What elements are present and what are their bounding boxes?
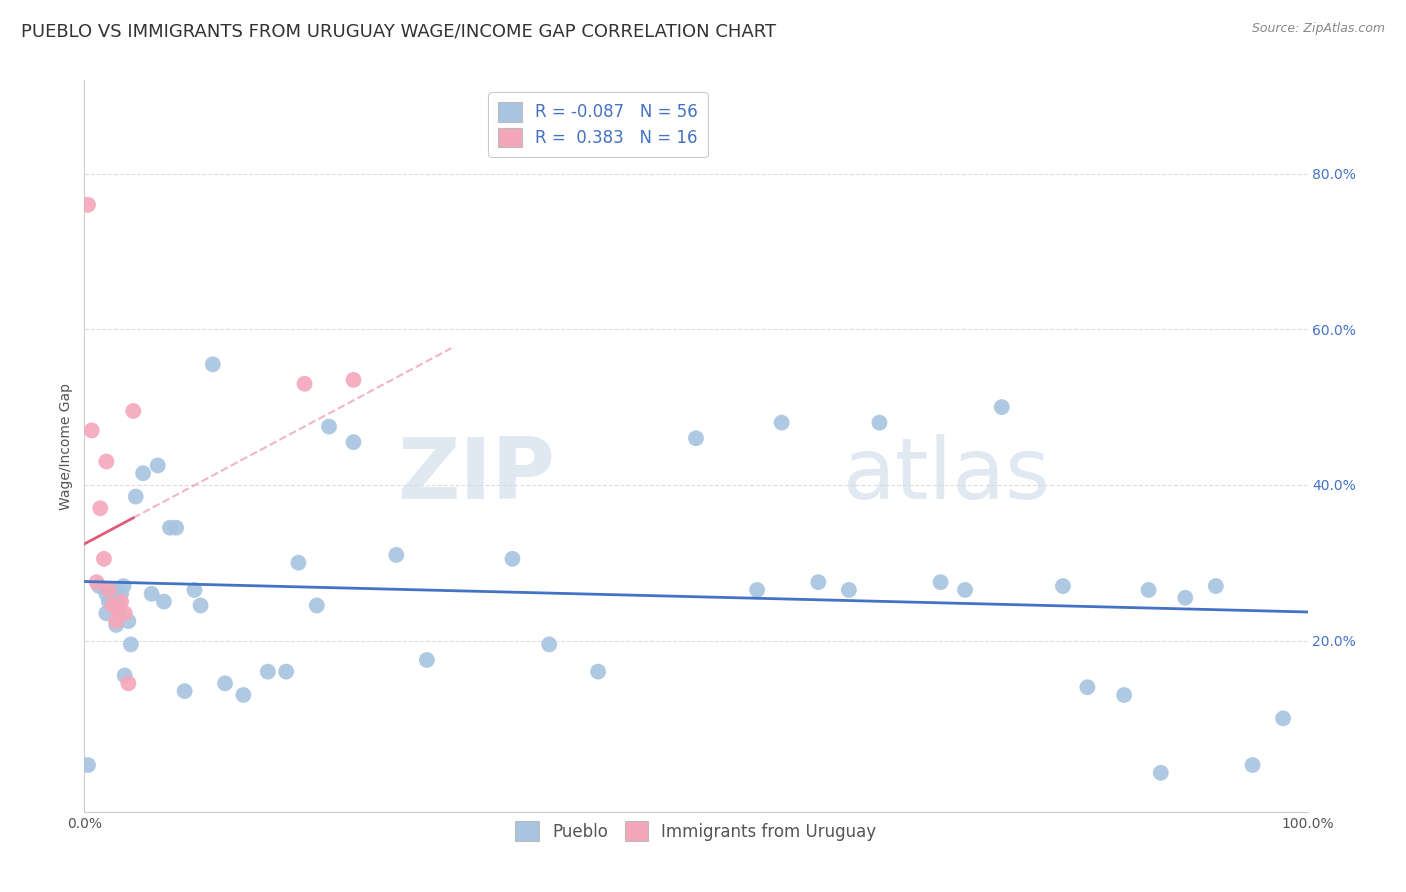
Text: atlas: atlas — [842, 434, 1050, 516]
Point — [257, 665, 280, 679]
Point — [110, 594, 132, 608]
Point — [953, 582, 976, 597]
Point — [105, 618, 128, 632]
Point — [100, 591, 122, 605]
Point — [190, 599, 212, 613]
Point — [120, 637, 142, 651]
Point — [929, 575, 952, 590]
Point — [1150, 765, 1173, 780]
Point — [173, 684, 195, 698]
Point — [276, 665, 298, 679]
Point — [1272, 711, 1295, 725]
Text: Source: ZipAtlas.com: Source: ZipAtlas.com — [1251, 22, 1385, 36]
Point — [538, 637, 561, 651]
Point — [1205, 579, 1227, 593]
Point — [165, 521, 187, 535]
Point — [153, 594, 176, 608]
Point — [110, 587, 132, 601]
Point — [869, 416, 891, 430]
Point — [318, 419, 340, 434]
Point — [807, 575, 830, 590]
Point — [77, 758, 100, 772]
Point — [117, 676, 139, 690]
Point — [385, 548, 408, 562]
Point — [1241, 758, 1264, 772]
Point — [125, 490, 148, 504]
Point — [96, 607, 118, 621]
Point — [183, 582, 205, 597]
Point — [114, 607, 136, 621]
Point — [89, 501, 111, 516]
Point — [117, 614, 139, 628]
Point — [112, 579, 135, 593]
Point — [991, 400, 1014, 414]
Point — [93, 551, 115, 566]
Point — [1052, 579, 1074, 593]
Point — [107, 599, 129, 613]
Point — [101, 599, 124, 613]
Point — [342, 435, 364, 450]
Point — [86, 575, 108, 590]
Point — [685, 431, 707, 445]
Text: ZIP: ZIP — [398, 434, 555, 516]
Legend: Pueblo, Immigrants from Uruguay: Pueblo, Immigrants from Uruguay — [509, 814, 883, 847]
Point — [305, 599, 328, 613]
Point — [77, 198, 100, 212]
Point — [114, 668, 136, 682]
Point — [287, 556, 309, 570]
Point — [159, 521, 181, 535]
Point — [838, 582, 860, 597]
Point — [80, 424, 103, 438]
Point — [294, 376, 316, 391]
Point — [105, 614, 128, 628]
Point — [107, 602, 129, 616]
Point — [97, 582, 120, 597]
Point — [1076, 680, 1098, 694]
Point — [132, 467, 155, 481]
Text: PUEBLO VS IMMIGRANTS FROM URUGUAY WAGE/INCOME GAP CORRELATION CHART: PUEBLO VS IMMIGRANTS FROM URUGUAY WAGE/I… — [21, 22, 776, 40]
Point — [770, 416, 793, 430]
Point — [122, 404, 145, 418]
Point — [97, 594, 120, 608]
Point — [586, 665, 609, 679]
Point — [1174, 591, 1197, 605]
Point — [747, 582, 769, 597]
Point — [96, 587, 118, 601]
Point — [87, 579, 110, 593]
Point — [214, 676, 236, 690]
Point — [146, 458, 169, 473]
Y-axis label: Wage/Income Gap: Wage/Income Gap — [59, 383, 73, 509]
Point — [104, 582, 127, 597]
Point — [1114, 688, 1136, 702]
Point — [342, 373, 364, 387]
Point — [1137, 582, 1160, 597]
Point — [502, 551, 524, 566]
Point — [201, 357, 224, 371]
Point — [416, 653, 439, 667]
Point — [232, 688, 254, 702]
Point — [96, 454, 118, 468]
Point — [141, 587, 163, 601]
